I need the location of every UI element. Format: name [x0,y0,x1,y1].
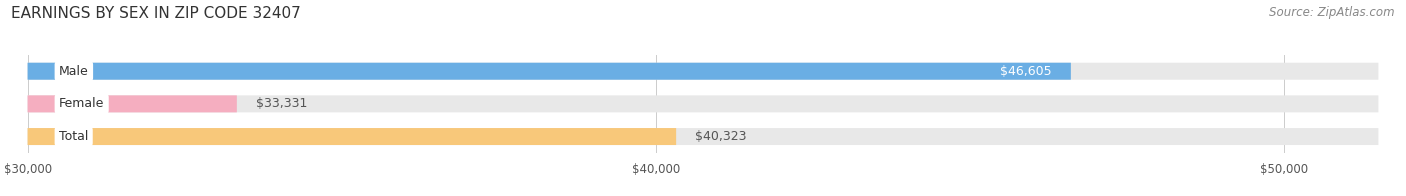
FancyBboxPatch shape [28,95,236,112]
FancyBboxPatch shape [28,95,1378,112]
Text: Male: Male [59,65,89,78]
Text: EARNINGS BY SEX IN ZIP CODE 32407: EARNINGS BY SEX IN ZIP CODE 32407 [11,6,301,21]
FancyBboxPatch shape [28,63,1071,80]
Text: Source: ZipAtlas.com: Source: ZipAtlas.com [1270,6,1395,19]
Text: $46,605: $46,605 [1001,65,1052,78]
Text: $40,323: $40,323 [695,130,747,143]
Text: Female: Female [59,97,104,110]
FancyBboxPatch shape [28,63,1378,80]
FancyBboxPatch shape [28,128,676,145]
FancyBboxPatch shape [28,128,1378,145]
Text: $33,331: $33,331 [256,97,307,110]
Text: Total: Total [59,130,89,143]
